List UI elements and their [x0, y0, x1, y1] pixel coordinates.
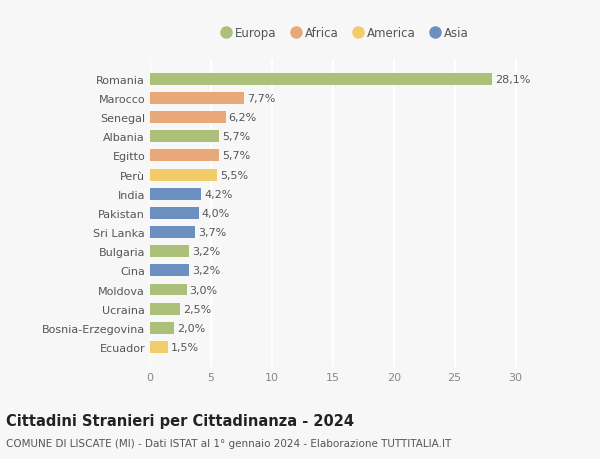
Text: 2,0%: 2,0% — [178, 323, 206, 333]
Text: 5,5%: 5,5% — [220, 170, 248, 180]
Text: 5,7%: 5,7% — [223, 132, 251, 142]
Text: 5,7%: 5,7% — [223, 151, 251, 161]
Bar — [150, 93, 244, 105]
Bar — [150, 246, 189, 257]
Bar — [150, 112, 226, 124]
Bar — [150, 131, 220, 143]
Bar — [150, 227, 195, 239]
Text: 1,5%: 1,5% — [172, 342, 199, 352]
Text: 3,0%: 3,0% — [190, 285, 218, 295]
Bar — [150, 207, 199, 219]
Text: 4,0%: 4,0% — [202, 208, 230, 218]
Bar — [150, 322, 175, 334]
Text: 3,7%: 3,7% — [198, 228, 226, 238]
Bar — [150, 169, 217, 181]
Text: 4,2%: 4,2% — [204, 189, 233, 199]
Bar — [150, 284, 187, 296]
Text: 7,7%: 7,7% — [247, 94, 275, 104]
Bar — [150, 303, 181, 315]
Text: Cittadini Stranieri per Cittadinanza - 2024: Cittadini Stranieri per Cittadinanza - 2… — [6, 413, 354, 428]
Text: 2,5%: 2,5% — [184, 304, 212, 314]
Text: 3,2%: 3,2% — [192, 266, 220, 276]
Bar — [150, 73, 493, 85]
Text: 6,2%: 6,2% — [229, 113, 257, 123]
Text: 28,1%: 28,1% — [496, 75, 531, 84]
Legend: Europa, Africa, America, Asia: Europa, Africa, America, Asia — [217, 22, 473, 45]
Bar — [150, 265, 189, 277]
Bar — [150, 341, 168, 353]
Bar — [150, 188, 201, 200]
Bar — [150, 150, 220, 162]
Text: 3,2%: 3,2% — [192, 246, 220, 257]
Text: COMUNE DI LISCATE (MI) - Dati ISTAT al 1° gennaio 2024 - Elaborazione TUTTITALIA: COMUNE DI LISCATE (MI) - Dati ISTAT al 1… — [6, 438, 451, 448]
